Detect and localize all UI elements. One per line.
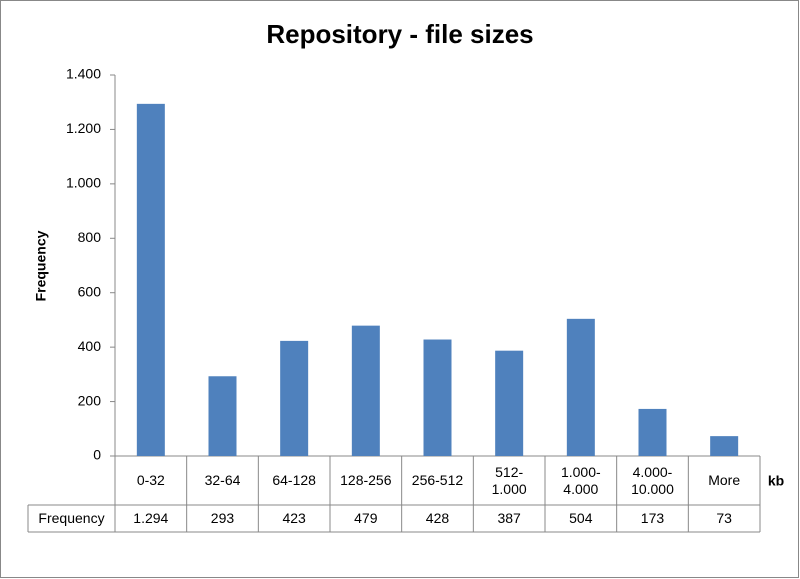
bar <box>136 103 165 457</box>
bar <box>280 340 309 456</box>
x-tick-label: More <box>708 472 741 488</box>
table-value: 428 <box>425 510 450 526</box>
x-tick-label: 32-64 <box>204 472 241 488</box>
table-row-header: Frequency <box>38 510 105 526</box>
x-tick-label: 64-128 <box>272 472 316 488</box>
table-value: 504 <box>569 510 593 526</box>
y-tick-label: 600 <box>78 283 102 299</box>
bar <box>423 339 452 456</box>
table-value: 479 <box>354 510 378 526</box>
x-tick-label: 128-256 <box>340 472 392 488</box>
table-value: 423 <box>282 510 306 526</box>
y-tick-label: 1.200 <box>66 120 101 136</box>
table-value: 293 <box>210 510 235 526</box>
bar <box>495 350 524 456</box>
table-value: 387 <box>497 510 521 526</box>
chart-title: Repository - file sizes <box>266 19 533 49</box>
x-tick-label: 1.000-4.000 <box>560 463 601 497</box>
bar <box>351 325 380 456</box>
bar <box>566 318 595 456</box>
x-tick-label: 4.000-10.000 <box>631 463 674 497</box>
y-axis-title: Frequency <box>33 230 49 301</box>
y-tick-label: 200 <box>78 392 102 408</box>
y-tick-label: 1.400 <box>66 66 101 82</box>
y-tick-label: 800 <box>78 229 102 245</box>
y-tick-label: 400 <box>78 338 102 354</box>
bar <box>638 408 667 456</box>
x-tick-label: 0-32 <box>136 472 165 488</box>
y-tick-label: 1.000 <box>66 175 101 191</box>
bar <box>208 376 237 456</box>
bar <box>710 436 739 456</box>
table-value: 73 <box>716 510 732 526</box>
x-axis-title: kb <box>768 473 784 489</box>
y-tick-label: 0 <box>93 447 101 463</box>
table-value: 173 <box>640 510 665 526</box>
x-tick-label: 256-512 <box>411 472 464 488</box>
table-value: 1.294 <box>133 510 169 526</box>
x-tick-label: 512-1.000 <box>491 463 527 497</box>
